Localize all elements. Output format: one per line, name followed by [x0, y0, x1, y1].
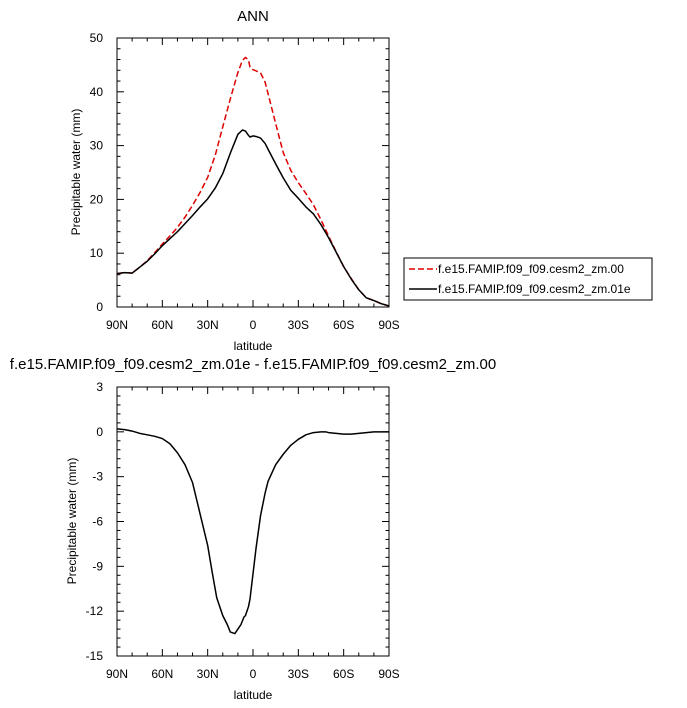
top-chart: ANN 90N 60N 30N 0 30S 60S 90S 0 10 20 30 40 50 latit… — [69, 8, 400, 353]
top-chart-ticks: 90N 60N 30N 0 30S 60S 90S 0 10 20 30 40 50 — [90, 31, 400, 332]
top-chart-series-line-1 — [116, 129, 390, 307]
top-chart-x-tick-label: 30S — [288, 318, 309, 332]
top-chart-x-tick-label: 30N — [197, 318, 219, 332]
bottom-chart-y-tick-label: 3 — [96, 380, 103, 394]
top-chart-y-axis-title: Precipitable water (mm) — [69, 109, 83, 236]
bottom-chart-frame — [116, 386, 390, 657]
top-chart-y-tick-label: 10 — [90, 246, 104, 260]
bottom-chart-title: f.e15.FAMIP.f09_f09.cesm2_zm.01e - f.e15… — [10, 356, 496, 373]
bottom-chart-y-tick-label: -9 — [92, 559, 103, 573]
bottom-chart-y-axis-title: Precipitable water (mm) — [65, 458, 79, 585]
top-chart-legend: f.e15.FAMIP.f09_f09.cesm2_zm.00 f.e15.FA… — [403, 257, 653, 301]
top-chart-x-axis-title: latitude — [234, 339, 273, 353]
top-chart-x-tick-label: 90S — [378, 318, 399, 332]
bottom-chart-x-tick-label: 60N — [151, 667, 173, 681]
top-chart-y-tick-label: 20 — [90, 192, 104, 206]
top-chart-x-tick-label: 90N — [106, 318, 128, 332]
top-chart-frame — [116, 37, 390, 308]
bottom-chart-x-axis-title: latitude — [234, 688, 273, 702]
top-chart-x-tick-label: 60S — [333, 318, 354, 332]
bottom-chart-y-tick-label: 0 — [96, 425, 103, 439]
top-chart-series — [116, 56, 390, 307]
top-chart-x-tick-label: 60N — [151, 318, 173, 332]
top-chart-y-tick-label: 0 — [96, 300, 103, 314]
bottom-chart-y-tick-label: -15 — [86, 649, 104, 663]
bottom-chart-y-tick-label: -3 — [92, 470, 103, 484]
legend-box — [403, 257, 653, 301]
legend-label-series-00: f.e15.FAMIP.f09_f09.cesm2_zm.00 — [438, 262, 624, 276]
bottom-chart-x-tick-label: 90N — [106, 667, 128, 681]
top-chart-y-tick-label: 40 — [90, 85, 104, 99]
top-chart-title: ANN — [237, 8, 269, 25]
bottom-chart-series-line-0 — [116, 428, 389, 635]
bottom-chart-x-tick-label: 30N — [197, 667, 219, 681]
bottom-chart-y-tick-label: -12 — [86, 604, 104, 618]
top-chart-y-tick-label: 30 — [90, 139, 104, 153]
bottom-chart-ticks: 90N 60N 30N 0 30S 60S 90S 3 0 -3 -6 -9 -12 -15 — [86, 380, 400, 681]
bottom-chart-y-tick-label: -6 — [92, 515, 103, 529]
top-chart-x-tick-label: 0 — [250, 318, 257, 332]
bottom-chart-x-tick-label: 90S — [378, 667, 399, 681]
legend-label-series-01e: f.e15.FAMIP.f09_f09.cesm2_zm.01e — [438, 282, 631, 296]
bottom-chart-x-tick-label: 0 — [250, 667, 257, 681]
bottom-chart-series — [116, 428, 389, 635]
top-chart-y-tick-label: 50 — [90, 31, 104, 45]
bottom-chart-x-tick-label: 30S — [288, 667, 309, 681]
bottom-chart: f.e15.FAMIP.f09_f09.cesm2_zm.01e - f.e15… — [10, 356, 496, 702]
bottom-chart-x-tick-label: 60S — [333, 667, 354, 681]
top-chart-series-line-0 — [116, 56, 390, 307]
